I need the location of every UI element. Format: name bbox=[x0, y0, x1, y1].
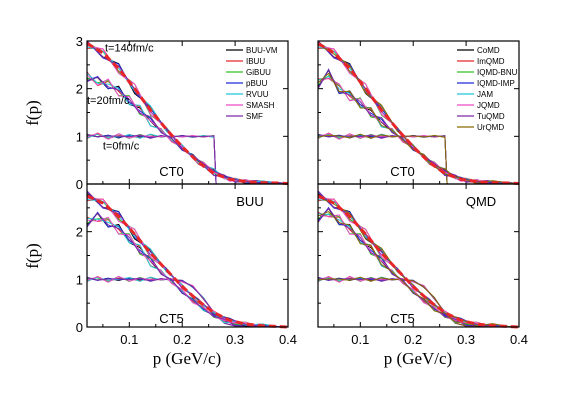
x-tick-label: 0.2 bbox=[173, 332, 191, 347]
series-line-t0fmc bbox=[317, 132, 519, 185]
legend-entry: IBUU bbox=[246, 57, 265, 66]
series-line-t140fmc bbox=[86, 40, 289, 184]
legend-entry: pBUU bbox=[246, 79, 268, 88]
x-axis-title-right: p (GeV/c) bbox=[384, 349, 452, 368]
legend-entry: SMASH bbox=[246, 101, 275, 110]
panel-bottom-right: 0.1 0.2 0.3 0.4 CT5 QMD bbox=[317, 183, 528, 347]
series-line-t140fmc bbox=[317, 43, 520, 184]
panel-label: CT5 bbox=[159, 311, 184, 326]
y-tick-label: 0 bbox=[76, 320, 83, 335]
time-annotation: t=20fm/c bbox=[87, 95, 130, 107]
legend-entry: GiBUU bbox=[246, 68, 271, 77]
series-line-t0fmc bbox=[317, 276, 519, 328]
x-tick-label: 0.3 bbox=[457, 332, 475, 347]
series-line-t0fmc bbox=[317, 133, 519, 185]
legend-entry: JQMD bbox=[477, 101, 500, 110]
reference-curve bbox=[86, 42, 289, 185]
time-annotation: t=140fm/c bbox=[105, 42, 154, 54]
x-axis-title-left: p (GeV/c) bbox=[153, 349, 221, 368]
series-line-t140fmc bbox=[317, 191, 520, 328]
panel-tag: QMD bbox=[466, 194, 496, 209]
series-line-t0fmc bbox=[317, 276, 519, 328]
series-line-t0fmc bbox=[86, 277, 288, 328]
y-tick-label: 0 bbox=[76, 177, 83, 192]
series-line-t20fmc bbox=[86, 211, 289, 328]
legend-entry: IQMD-BNU bbox=[477, 68, 518, 77]
legend-entry: RVUU bbox=[246, 90, 269, 99]
y-tick-label: 1 bbox=[76, 272, 83, 287]
chart-panels: 0 1 2 3 CT0 t=140fm/c t=20fm/c t=0fm/c BUU-VM IBU… bbox=[76, 34, 528, 347]
time-annotation: t=0fm/c bbox=[103, 141, 140, 153]
series-line-t0fmc bbox=[317, 133, 519, 185]
panel-frame bbox=[86, 183, 289, 328]
series-line-t20fmc bbox=[86, 71, 289, 185]
y-tick-label: 2 bbox=[76, 82, 83, 97]
legend-entry: ImQMD bbox=[477, 57, 505, 66]
legend-entry: JAM bbox=[477, 90, 493, 99]
x-tick-label: 0.2 bbox=[404, 332, 422, 347]
x-tick-label: 0.4 bbox=[279, 332, 297, 347]
panel-top-left: 0 1 2 3 CT0 t=140fm/c t=20fm/c t=0fm/c BUU-VM IBU… bbox=[76, 34, 289, 192]
series-line-t0fmc bbox=[317, 132, 519, 185]
legend-entry: TuQMD bbox=[477, 112, 505, 121]
panel-top-right: CT0 CoMD ImQMD IQMD-BNU IQMD-IMP JAM JQMD TuQMD… bbox=[317, 40, 520, 185]
series-line-t0fmc bbox=[86, 276, 288, 328]
legend-entry: IQMD-IMP bbox=[477, 79, 515, 88]
y-axis-title-top: f(p) bbox=[23, 100, 42, 125]
y-tick-label: 3 bbox=[76, 34, 83, 49]
series-line-t20fmc bbox=[86, 218, 289, 328]
x-tick-label: 0.4 bbox=[510, 332, 528, 347]
series-line-t20fmc bbox=[317, 211, 520, 328]
series-line-t0fmc bbox=[317, 133, 519, 185]
y-tick-label: 2 bbox=[76, 225, 83, 240]
series-line-t0fmc bbox=[317, 276, 519, 328]
series-line-t140fmc bbox=[86, 191, 289, 328]
legend-entry: CoMD bbox=[477, 46, 500, 55]
legend-entry: SMF bbox=[246, 112, 263, 121]
series-line-t0fmc bbox=[317, 277, 519, 328]
series-line-t0fmc bbox=[317, 277, 519, 328]
series-line-t20fmc bbox=[86, 217, 289, 328]
reference-curve bbox=[317, 42, 520, 185]
series-line-t0fmc bbox=[317, 134, 519, 185]
panel-label: CT0 bbox=[390, 164, 415, 179]
x-tick-label: 0.1 bbox=[351, 332, 369, 347]
reference-curve bbox=[86, 194, 289, 329]
series-line-t20fmc bbox=[86, 212, 289, 328]
y-axis-title-bottom: f(p) bbox=[23, 243, 42, 268]
series-line-t20fmc bbox=[86, 216, 289, 328]
series-line-t20fmc bbox=[86, 212, 289, 328]
series-line-t0fmc bbox=[86, 276, 288, 328]
series-line-t0fmc bbox=[317, 133, 519, 185]
x-tick-label: 0.3 bbox=[226, 332, 244, 347]
series-line-t20fmc bbox=[317, 214, 520, 328]
panel-tag: BUU bbox=[236, 194, 263, 209]
series-line-t20fmc bbox=[317, 211, 520, 328]
y-tick-label: 1 bbox=[76, 129, 83, 144]
x-tick-label: 0.1 bbox=[120, 332, 138, 347]
reference-curve bbox=[317, 194, 520, 329]
series-line-t20fmc bbox=[86, 216, 289, 328]
panel-label: CT5 bbox=[390, 311, 415, 326]
legend-entry: UrQMD bbox=[477, 123, 504, 132]
series-line-t0fmc bbox=[86, 277, 288, 328]
legend-entry: BUU-VM bbox=[246, 46, 278, 55]
series-line-t0fmc bbox=[317, 134, 519, 185]
panel-frame bbox=[317, 183, 520, 328]
panel-label: CT0 bbox=[159, 164, 184, 179]
panel-bottom-left: 0.1 0.2 0.3 0.4 0 1 2 CT5 BUU bbox=[76, 183, 297, 347]
